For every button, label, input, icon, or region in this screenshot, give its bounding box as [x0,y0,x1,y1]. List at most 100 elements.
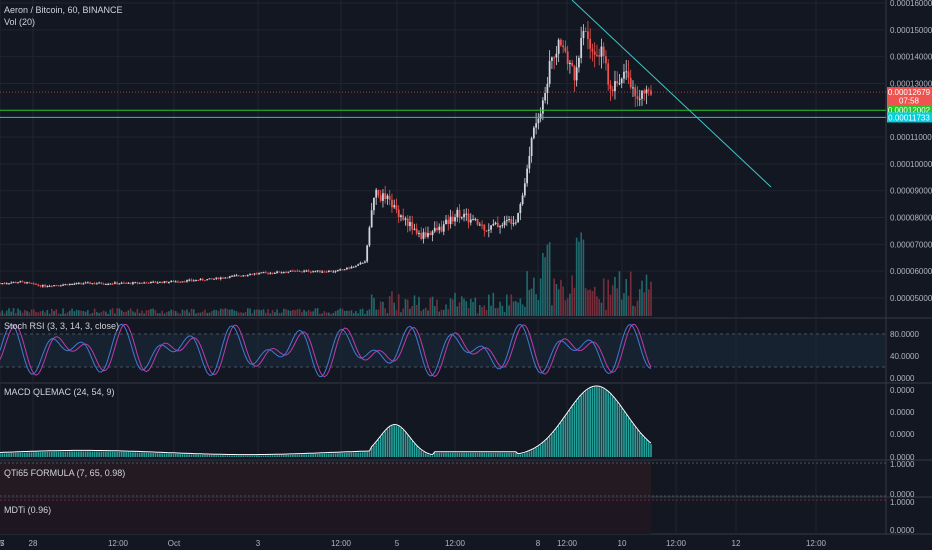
macd-histogram-bar [406,435,409,457]
qti-fill [0,461,651,497]
candle-body [233,275,236,277]
macd-histogram-bar [111,451,114,457]
volume-bar [488,294,490,316]
macd-histogram-bar [73,451,76,457]
candle-body [463,213,465,218]
candle-body [68,283,71,286]
macd-histogram-bar [260,455,263,457]
macd-histogram-bar [21,452,24,457]
candle-body [429,233,432,235]
macd-histogram-bar [346,452,348,457]
macd-histogram-bar [584,391,587,457]
macd-histogram-bar [51,451,53,457]
macd-histogram-bar [244,455,247,457]
volume-bar [526,271,528,316]
candle-body [197,279,200,281]
volume-bar [614,276,616,316]
macd-histogram-bar [388,427,391,457]
candle-body [541,100,544,114]
macd-histogram-bar [267,455,269,457]
macd-histogram-bar [589,388,591,457]
macd-histogram-bar [188,454,191,457]
volume-bar [629,271,632,316]
macd-histogram-bar [611,396,614,457]
candle-body [3,283,6,285]
macd-histogram-bar [497,452,499,457]
volume-bar [339,308,341,316]
candle-body [485,230,488,232]
price-tag-bg [887,105,932,116]
volume-bar [454,292,456,316]
volume-bar [533,277,535,316]
macd-histogram-bar [645,440,648,457]
volume-bar [123,311,125,316]
price-tag-bg [887,95,932,106]
macd-histogram-bar [125,452,127,457]
candle-body [393,205,396,208]
volume-bar [584,288,587,316]
volume-bar [289,310,292,316]
candle-body [5,283,8,285]
volume-bar [310,311,312,316]
candle-body [546,83,549,93]
volume-bar [132,311,134,316]
candle-body [62,284,64,286]
volume-bar [476,313,479,316]
macd-histogram-bar [602,389,605,457]
candle-body [39,285,42,287]
macd-histogram-bar [123,452,125,457]
candle-body [156,282,159,284]
candle-body [251,274,254,276]
time-tick: 10 [618,539,627,548]
candle-body [607,63,610,85]
macd-histogram-bar [524,453,526,457]
volume-bar [397,294,400,316]
volume-bar [75,309,78,316]
volume-bar [285,309,287,316]
macd-histogram-bar [287,454,290,457]
volume-bar [219,308,222,316]
price-tick: 0.00005000 [890,294,932,303]
candle-body [364,261,366,263]
candle-body [460,217,463,219]
macd-histogram-bar [650,444,652,457]
volume-bar [544,257,546,316]
volume-bar [591,290,594,316]
macd-histogram-bar [292,454,294,457]
candle-body [422,232,425,239]
macd-tick: 0.0000 [890,386,915,395]
price-tag-text: 0.00011733 [888,113,930,122]
candle-body [647,89,650,91]
volume-bar [84,311,87,316]
volume-bar [276,309,278,316]
volume-bar [188,312,191,316]
candle-body [206,279,209,281]
volume-bar [355,311,357,316]
volume-bar [8,308,10,316]
candle-body [28,282,31,284]
volume-bar [141,310,143,316]
macd-histogram-bar [451,452,454,457]
macd-histogram-bar [472,452,474,457]
volume-bar [102,310,105,316]
candle-body [632,87,634,89]
volume-bar [402,308,405,316]
candle-body [636,96,639,100]
macd-histogram-bar [544,441,546,457]
volume-bar [287,310,290,316]
macd-histogram-bar [625,414,628,457]
volume-bar [420,310,423,316]
macd-histogram-bar [150,452,152,457]
volume-bar [150,308,152,316]
candle-body [634,87,637,97]
candle-body [82,283,85,285]
candle-body [280,272,283,274]
volume-bar [571,275,573,316]
candle-body [307,270,310,272]
candle-body [499,226,501,228]
candle-body [368,227,371,246]
volume-bar [60,313,62,316]
candle-body [625,71,628,73]
macd-histogram-bar [310,454,312,457]
